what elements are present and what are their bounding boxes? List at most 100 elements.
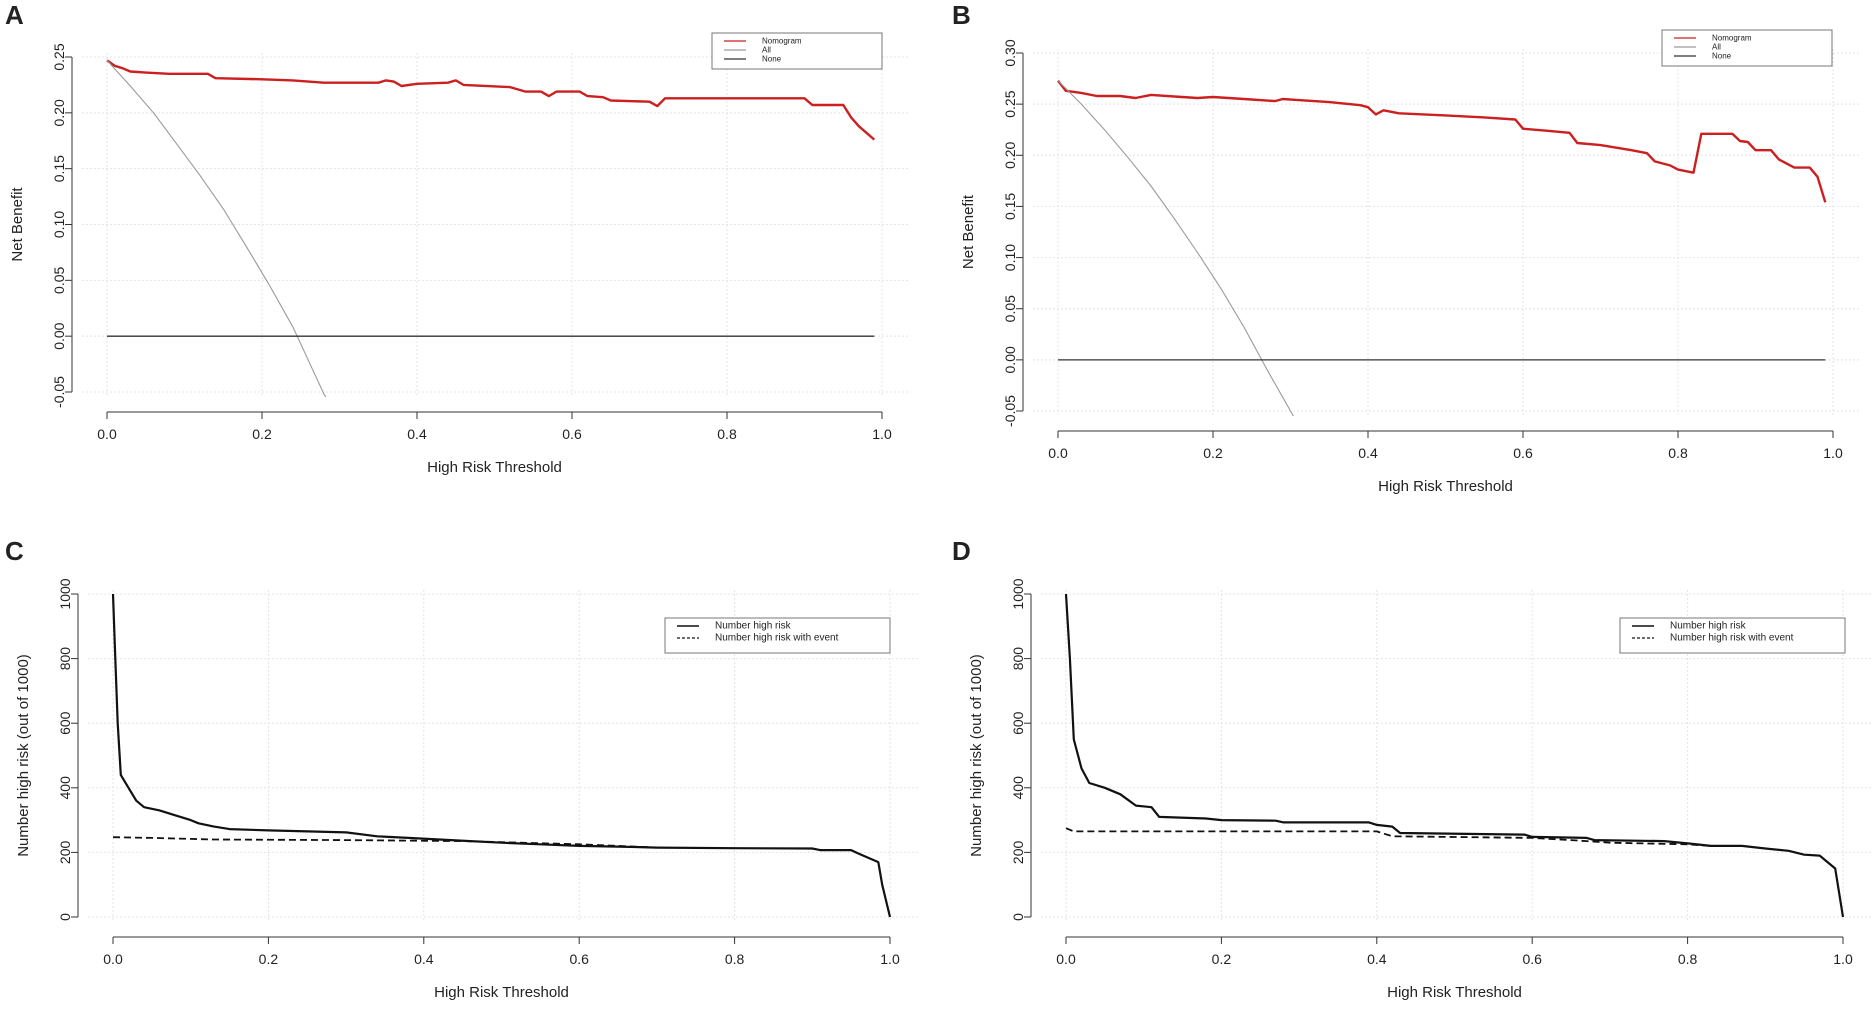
x-tick-label: 0.4 (1358, 445, 1378, 461)
panel-c: 0.0 0.2 0.4 0.6 0.8 1.0 High Risk Threshold 0 20… (5, 536, 918, 1001)
y-tick-label: -0.05 (51, 376, 67, 408)
y-tick-label: 600 (57, 711, 73, 735)
legend-label: All (762, 46, 771, 55)
y-tick-label: 0.30 (1002, 39, 1018, 66)
y-tick-label: 800 (57, 647, 73, 671)
legend-box (1619, 617, 1846, 654)
y-tick-label: 400 (57, 776, 73, 800)
x-tick-label: 0.8 (717, 426, 737, 442)
x-tick-label: 1.0 (872, 426, 892, 442)
y-axis: -0.05 0.00 0.05 0.10 0.15 0.20 0.25 0.30 Net Ben… (960, 39, 1024, 427)
x-tick-label: 1.0 (880, 951, 900, 967)
x-tick-label: 0.6 (569, 951, 589, 967)
x-tick-label: 0.6 (1513, 445, 1533, 461)
x-tick-label: 0.2 (259, 951, 279, 967)
series-line-number-high-risk (1064, 593, 1845, 918)
series-line-number-high-risk-with-event (112, 836, 657, 849)
x-tick-label: 0.2 (252, 426, 272, 442)
series-line-all (106, 60, 327, 397)
series-line-number-high-risk (111, 593, 892, 918)
y-tick-label: 1000 (57, 578, 73, 609)
x-tick-label: 0.0 (1056, 951, 1076, 967)
y-tick-label: 800 (1010, 647, 1026, 671)
y-axis-title: Net Benefit (960, 194, 977, 269)
y-tick-label: 400 (1010, 776, 1026, 800)
legend-label: Number high risk with event (1670, 633, 1794, 644)
grid (82, 53, 910, 396)
legend-label: All (1712, 43, 1721, 52)
x-tick-label: 0.4 (414, 951, 434, 967)
y-tick-label: 0.10 (1002, 244, 1018, 271)
x-tick-label: 0.4 (1367, 951, 1387, 967)
y-tick-label: 0.10 (51, 211, 67, 238)
x-axis: 0.0 0.2 0.4 0.6 0.8 1.0 High Risk Threshold (1056, 936, 1853, 1001)
y-tick-label: 200 (1010, 841, 1026, 865)
y-axis-title: Net Benefit (9, 187, 26, 262)
series-group (1057, 79, 1827, 416)
x-axis: 0.0 0.2 0.4 0.6 0.8 1.0 High Risk Threshold (1048, 430, 1843, 495)
y-tick-label: 0 (1010, 913, 1026, 921)
series-line-number-high-risk-with-event (1065, 827, 1711, 847)
x-tick-label: 0.6 (562, 426, 582, 442)
x-tick-label: 0.2 (1212, 951, 1232, 967)
y-tick-label: 0.00 (51, 322, 67, 349)
x-axis-title: High Risk Threshold (1378, 478, 1513, 495)
series-line-nomogram (1057, 79, 1827, 203)
x-axis: 0.0 0.2 0.4 0.6 0.8 1.0 High Risk Threshold (103, 936, 900, 1001)
y-tick-label: 0.00 (1002, 346, 1018, 373)
y-axis: 0 200 400 600 800 1000 Number high risk (out o… (968, 578, 1032, 921)
panel-a: 0.0 0.2 0.4 0.6 0.8 1.0 High Risk Threshold -0.… (5, 0, 910, 476)
series-group (106, 59, 876, 397)
x-axis-title: High Risk Threshold (427, 459, 562, 476)
legend-label: Nomogram (1712, 34, 1752, 43)
panel-label: B (952, 0, 971, 30)
panel-d: 0.0 0.2 0.4 0.6 0.8 1.0 High Risk Threshold 0 20… (952, 536, 1871, 1001)
legend-label: Nomogram (762, 37, 802, 46)
x-axis-title: High Risk Threshold (1387, 984, 1522, 1001)
x-tick-label: 0.4 (407, 426, 427, 442)
panel-label: D (952, 536, 971, 566)
legend-label: Number high risk (715, 621, 792, 632)
y-axis-title: Number high risk (out of 1000) (968, 654, 985, 857)
x-tick-label: 0.8 (725, 951, 745, 967)
x-axis-title: High Risk Threshold (434, 984, 569, 1001)
y-tick-label: 0.05 (51, 266, 67, 293)
y-tick-label: 0.20 (1002, 141, 1018, 168)
series-line-all (1057, 80, 1294, 416)
legend-label: None (762, 55, 782, 64)
legend-label: Number high risk with event (715, 633, 839, 644)
series-line-nomogram (106, 59, 876, 141)
y-tick-label: 0.25 (51, 43, 67, 70)
x-axis: 0.0 0.2 0.4 0.6 0.8 1.0 High Risk Threshold (97, 411, 892, 476)
panel-label: A (5, 0, 24, 30)
x-tick-label: 0.0 (97, 426, 117, 442)
grid (1033, 49, 1861, 415)
y-tick-label: 0.25 (1002, 90, 1018, 117)
x-tick-label: 0.8 (1678, 951, 1698, 967)
x-tick-label: 0.0 (1048, 445, 1068, 461)
legend-box (1661, 29, 1833, 67)
legend-label: None (1712, 52, 1732, 61)
grid (88, 590, 918, 921)
y-axis: 0 200 400 600 800 1000 Number high risk (out o… (15, 578, 79, 921)
series-group (1064, 593, 1845, 918)
legend-box (711, 32, 883, 70)
y-tick-label: 200 (57, 841, 73, 865)
x-tick-label: 0.2 (1203, 445, 1223, 461)
y-tick-label: 0 (57, 913, 73, 921)
y-tick-label: -0.05 (1002, 395, 1018, 427)
y-axis-title: Number high risk (out of 1000) (15, 654, 32, 857)
x-tick-label: 1.0 (1823, 445, 1843, 461)
x-tick-label: 1.0 (1833, 951, 1853, 967)
legend-label: Number high risk (1670, 621, 1747, 632)
y-tick-label: 600 (1010, 711, 1026, 735)
y-tick-label: 0.05 (1002, 295, 1018, 322)
legend-box (664, 617, 891, 654)
grid (1041, 590, 1871, 921)
x-tick-label: 0.6 (1522, 951, 1542, 967)
